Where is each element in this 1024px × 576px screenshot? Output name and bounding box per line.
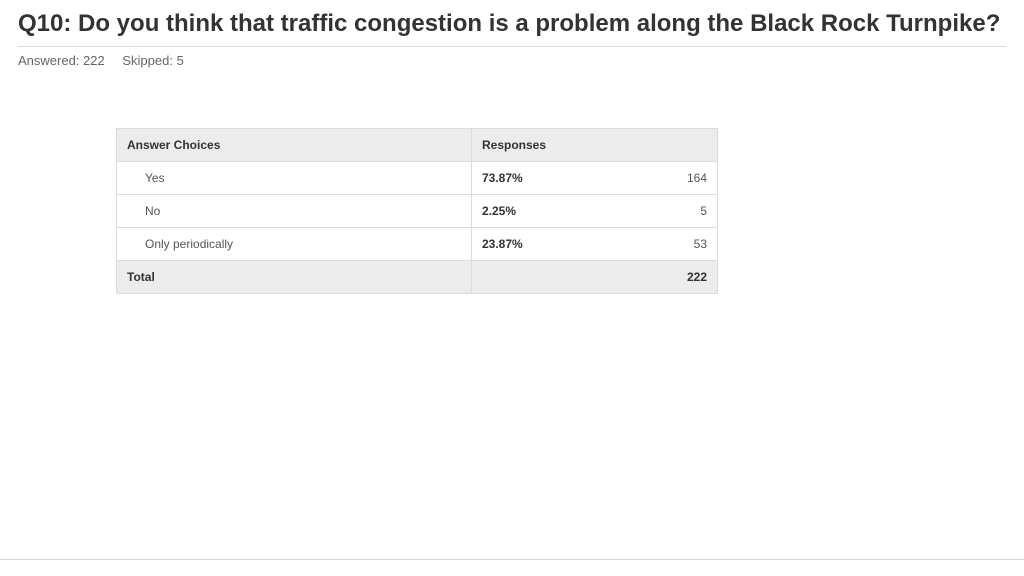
answered-count: Answered: 222 [18,53,105,68]
footer-divider [0,559,1024,560]
choice-label: Only periodically [117,228,472,260]
total-value: 222 [687,270,707,284]
table-total-row: Total 222 [117,261,717,293]
choice-count: 53 [694,237,707,251]
question-title: Q10: Do you think that traffic congestio… [18,8,1006,40]
table-row: Only periodically 23.87% 53 [117,228,717,261]
choice-percent: 2.25% [482,204,516,218]
total-label: Total [117,261,472,293]
table-row: No 2.25% 5 [117,195,717,228]
choice-count: 164 [687,171,707,185]
choice-label: No [117,195,472,227]
response-stats: Answered: 222 Skipped: 5 [18,53,1006,68]
header-responses: Responses [472,129,717,161]
title-divider [18,46,1006,47]
results-table: Answer Choices Responses Yes 73.87% 164 … [116,128,718,294]
choice-count: 5 [700,204,707,218]
choice-percent: 73.87% [482,171,523,185]
header-answer-choices: Answer Choices [117,129,472,161]
table-row: Yes 73.87% 164 [117,162,717,195]
choice-percent: 23.87% [482,237,523,251]
table-header-row: Answer Choices Responses [117,129,717,162]
choice-label: Yes [117,162,472,194]
skipped-count: Skipped: 5 [122,53,183,68]
